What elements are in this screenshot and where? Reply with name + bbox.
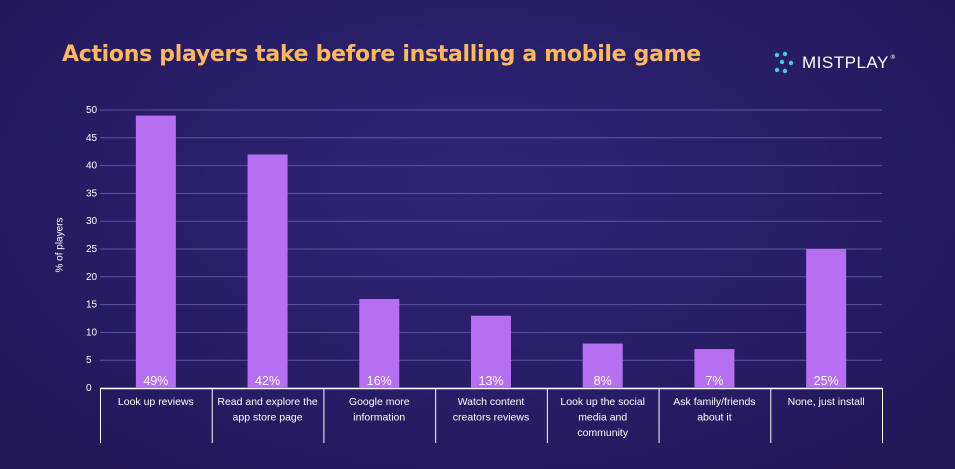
logo-registered-mark: ® [889, 54, 896, 61]
x-tick-label: Ask family/friends [673, 396, 755, 408]
y-tick-label: 0 [86, 383, 92, 394]
y-tick-label: 50 [86, 105, 98, 116]
bar [806, 249, 847, 388]
y-tick-label: 15 [86, 300, 98, 311]
bar [582, 343, 623, 388]
y-tick-label: 10 [86, 327, 98, 338]
data-label: 8% [594, 374, 612, 388]
data-label: 7% [705, 374, 723, 388]
x-tick-label: Look up the social [560, 396, 645, 408]
y-tick-label: 20 [86, 272, 98, 283]
mistplay-logo-icon [774, 51, 794, 74]
bar [471, 315, 511, 388]
bar [694, 349, 735, 388]
y-tick-label: 25 [86, 244, 98, 255]
y-tick-label: 45 [86, 133, 98, 144]
logo-text: MISTPLAY [802, 53, 889, 72]
chart-title: Actions players take before installing a… [62, 42, 701, 67]
mistplay-logo: MISTPLAY ® [774, 50, 896, 76]
x-tick-label: None, just install [788, 396, 865, 408]
x-tick-label: app store page [233, 412, 303, 424]
y-tick-label: 35 [86, 188, 98, 199]
x-tick-label: community [577, 427, 629, 439]
x-tick-label: Read and explore the [217, 396, 318, 408]
y-tick-label: 40 [86, 161, 98, 172]
y-tick-label: 5 [86, 355, 92, 366]
bar [359, 299, 400, 388]
x-tick-label: creators reviews [453, 412, 529, 424]
x-tick-label: media and [578, 412, 627, 424]
y-tick-label: 30 [86, 216, 98, 227]
x-tick-label: Google more [349, 396, 410, 408]
data-label: 42% [255, 374, 280, 388]
x-tick-label: information [353, 412, 405, 424]
x-tick-label: Watch content [458, 396, 525, 408]
x-tick-label: Look up reviews [118, 396, 194, 408]
bar [247, 154, 288, 388]
data-label: 25% [814, 374, 839, 388]
data-label: 16% [367, 374, 392, 388]
data-label: 13% [478, 374, 503, 388]
data-label: 49% [143, 374, 168, 388]
bar [135, 115, 176, 388]
x-tick-label: about it [697, 412, 732, 424]
